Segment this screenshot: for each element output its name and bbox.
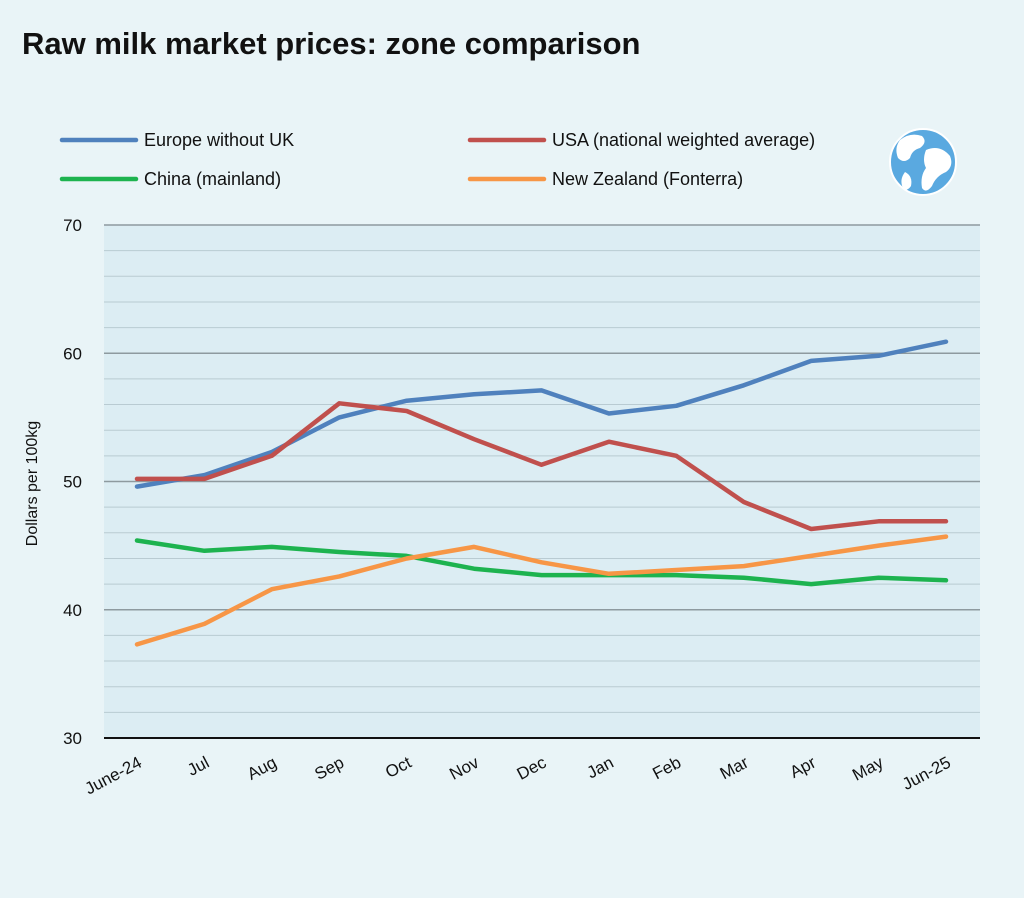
x-tick-label: Jan xyxy=(584,753,617,783)
legend-label: New Zealand (Fonterra) xyxy=(552,169,743,189)
legend: Europe without UK USA (national weighted … xyxy=(59,130,815,189)
series-lines xyxy=(134,339,949,647)
series-line-europe xyxy=(134,339,949,489)
major-gridlines xyxy=(104,224,980,739)
x-tick-label: May xyxy=(849,753,887,785)
y-tick-label: 30 xyxy=(63,729,82,748)
x-tick-label: Nov xyxy=(446,753,482,784)
y-tick-label: 60 xyxy=(63,344,82,363)
x-tick-label: Aug xyxy=(244,753,280,784)
legend-label: USA (national weighted average) xyxy=(552,130,815,150)
legend-item-china: China (mainland) xyxy=(59,169,281,189)
legend-label: Europe without UK xyxy=(144,130,294,150)
series-line-usa xyxy=(134,401,949,532)
y-axis-ticks: 30 40 50 60 70 xyxy=(63,216,82,748)
minor-gridlines xyxy=(104,250,980,713)
x-tick-label: Oct xyxy=(382,753,415,782)
x-tick-label: June-24 xyxy=(82,753,145,799)
series-line-china xyxy=(134,538,949,587)
y-tick-label: 70 xyxy=(63,216,82,235)
x-tick-label: Jul xyxy=(184,753,212,780)
y-tick-label: 40 xyxy=(63,601,82,620)
chart-title: Raw milk market prices: zone comparison xyxy=(22,26,641,61)
series-line-new_zealand xyxy=(134,534,949,647)
legend-item-new_zealand: New Zealand (Fonterra) xyxy=(467,169,743,189)
x-tick-label: Dec xyxy=(514,753,550,784)
y-tick-label: 50 xyxy=(63,473,82,492)
x-axis-ticks: June-24 Jul Aug Sep Oct Nov Dec Jan Feb Mar Apr May… xyxy=(82,753,954,799)
legend-item-usa: USA (national weighted average) xyxy=(467,130,815,150)
legend-label: China (mainland) xyxy=(144,169,281,189)
globe-icon xyxy=(889,128,957,196)
y-axis-title: Dollars per 100kg xyxy=(24,421,41,546)
x-tick-label: Jun-25 xyxy=(899,753,954,794)
x-tick-label: Apr xyxy=(787,753,820,782)
x-tick-label: Feb xyxy=(649,753,684,784)
x-tick-label: Mar xyxy=(717,753,752,784)
x-tick-label: Sep xyxy=(311,753,347,784)
legend-item-europe: Europe without UK xyxy=(59,130,294,150)
